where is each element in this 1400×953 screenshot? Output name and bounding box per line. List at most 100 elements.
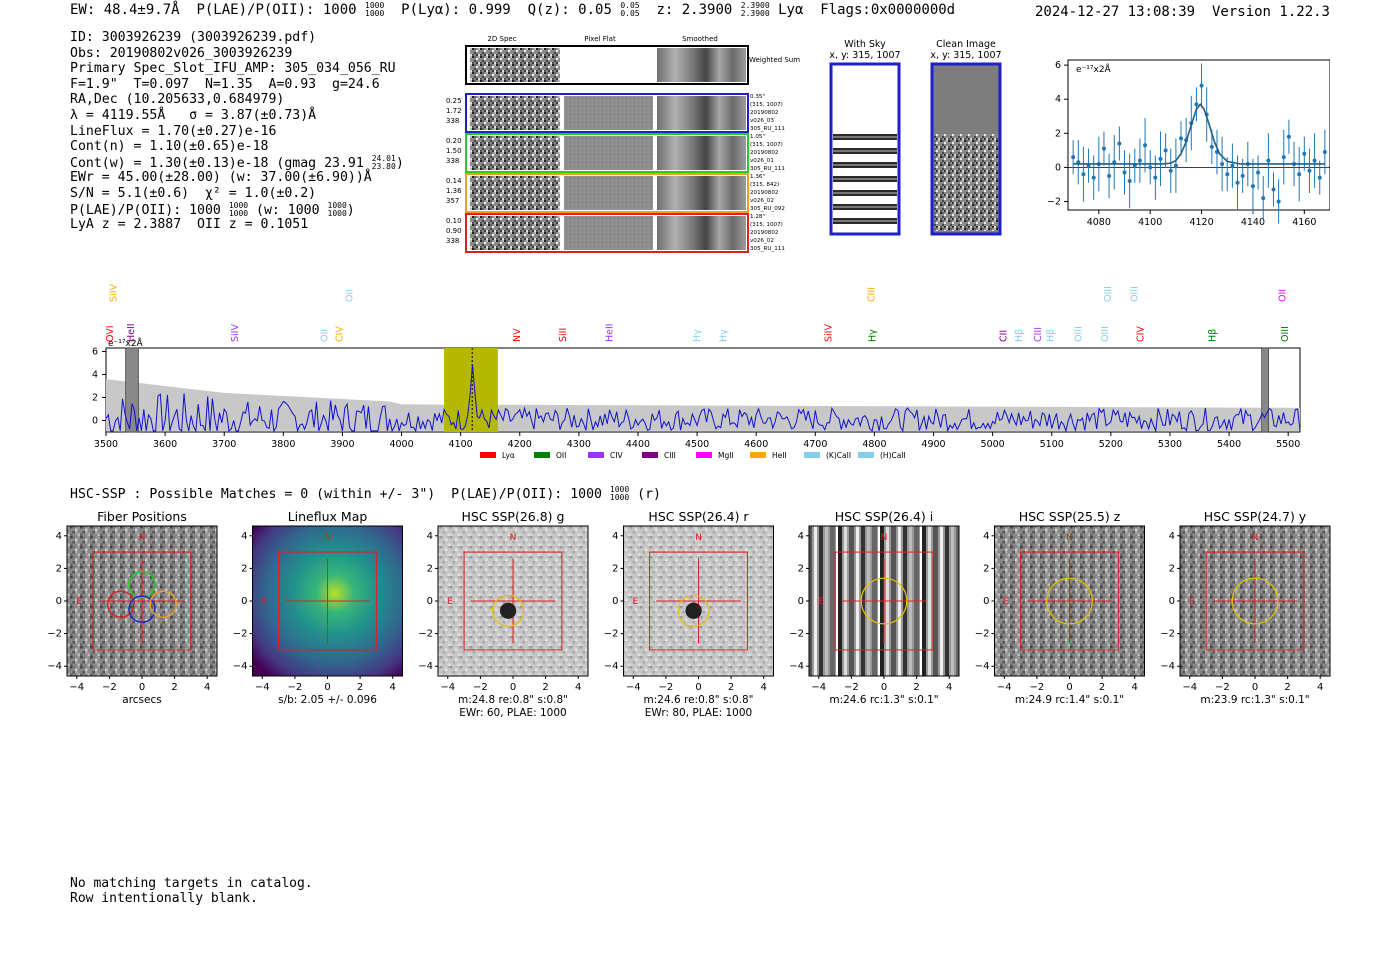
cutout-right-label: v026_03 <box>750 118 774 124</box>
zoom-spectrum-plot: e⁻¹⁷x2Å 4080 4100 4120 4140 4160 6 4 2 0 −2 <box>1047 59 1330 228</box>
cutout-right-label: (315, 1007) <box>750 102 783 108</box>
east-label: E <box>447 597 453 607</box>
emission-line-label: OIII <box>1073 326 1084 342</box>
full-xtick-label: 4200 <box>508 439 532 450</box>
zoom-xtick-label: 4140 <box>1241 217 1265 228</box>
zoom-data-point <box>1071 155 1076 160</box>
emission-line-label: OII <box>320 329 331 342</box>
cutout-left-label: 338 <box>446 117 459 125</box>
cutout-smoothed <box>657 136 746 170</box>
detection-info: ID: 3003926239 (3003926239.pdf) Obs: 201… <box>70 30 404 233</box>
zoom-data-point <box>1163 148 1168 153</box>
masked-region <box>125 347 139 433</box>
aperture-circle <box>1231 577 1279 625</box>
aperture-circle <box>677 594 710 627</box>
full-xtick-label: 4300 <box>567 439 591 450</box>
emission-line-label: CIV <box>1135 326 1146 342</box>
zoom-ytick-label: −2 <box>1047 196 1061 207</box>
thumb-ytick-label: −2 <box>1160 629 1175 640</box>
full-xtick-label: 5300 <box>1158 439 1182 450</box>
thumb-ytick-label: 4 <box>612 531 618 542</box>
full-ytick-label: 6 <box>92 346 98 357</box>
legend-swatch <box>858 452 874 458</box>
east-label: E <box>633 597 639 607</box>
emission-line-label: OII <box>1277 289 1288 302</box>
thumb-xtick-label: 4 <box>1317 682 1323 693</box>
full-xtick-label: 5400 <box>1217 439 1241 450</box>
zoom-data-point <box>1148 165 1153 170</box>
aperture-circle <box>492 594 525 627</box>
emission-line-label: OVI <box>105 325 116 342</box>
full-ytick-label: 2 <box>92 392 98 403</box>
zoom-data-point <box>1137 158 1142 163</box>
emission-line-label: SiIV <box>230 324 241 342</box>
cutout-right-label: 20190802 <box>750 230 778 236</box>
thumb-xtick-label: −4 <box>1182 682 1197 693</box>
east-label: E <box>818 597 824 607</box>
legend-swatch <box>534 452 550 458</box>
north-label: N <box>695 533 702 543</box>
emission-line-label: OIII <box>1280 326 1291 342</box>
north-label: N <box>1252 533 1259 543</box>
zoom-data-point <box>1199 83 1204 88</box>
thumb-ytick-label: −2 <box>418 629 433 640</box>
emission-line-label: CII <box>998 330 1009 342</box>
info-contw: Cont(w) = 1.30(±0.13)e-18 (gmag 23.91 24… <box>70 153 404 171</box>
legend-label: (H)CaII <box>880 451 906 460</box>
info-primary: Primary Spec_Slot_IFU_AMP: 305_034_056_R… <box>70 61 396 77</box>
zoom-xtick-label: 4120 <box>1189 217 1213 228</box>
cutout-right-label: 305_RU_111 <box>750 166 785 172</box>
zoom-data-point <box>1153 175 1158 180</box>
zoom-data-point <box>1240 173 1245 178</box>
zoom-data-point <box>1127 179 1132 184</box>
thumb-xtick-label: 0 <box>1252 682 1258 693</box>
search-box <box>834 551 934 651</box>
zoom-fit-line <box>1073 102 1325 165</box>
east-label: E <box>1189 597 1195 607</box>
legend-swatch <box>804 452 820 458</box>
thumb-ytick-label: −2 <box>604 629 619 640</box>
thumb-xtick-label: 2 <box>913 682 919 693</box>
thumb-xtick-label: 2 <box>542 682 548 693</box>
thumb-xtick-label: 2 <box>728 682 734 693</box>
aperture-circle <box>1046 577 1093 625</box>
cutout-smoothed <box>657 216 746 250</box>
thumb-title: HSC SSP(26.4) i <box>835 509 933 524</box>
thumb-ytick-label: 0 <box>798 596 804 607</box>
full-xtick-label: 4900 <box>921 439 945 450</box>
cutout-right-label: v026_01 <box>750 158 774 164</box>
zoom-ytick-label: 0 <box>1055 162 1061 173</box>
thumb-ytick-label: 0 <box>983 596 989 607</box>
thumb-xtick-label: −4 <box>997 682 1012 693</box>
thumb-caption: m:24.9 rc:1.4" s:0.1" <box>1015 694 1124 706</box>
emission-line-label: NV <box>512 328 523 342</box>
zoom-data-point <box>1194 102 1199 107</box>
emission-line-label: HeII <box>605 323 616 342</box>
thumb-xtick-label: −2 <box>659 682 674 693</box>
flags-value: Flags:0x0000000d <box>820 2 956 18</box>
search-box <box>92 551 192 651</box>
east-label: E <box>76 597 82 607</box>
cutout-pixelflat <box>564 96 653 130</box>
zoom-data-point <box>1209 144 1214 149</box>
cutout-2dspec <box>470 176 560 210</box>
spectrum-cutouts: 2D Spec Pixel Flat Smoothed Weighted Sum… <box>446 35 800 253</box>
full-spectrum-plot: 3500 3600 3700 3800 3900 4000 4100 4200 4300 4400… <box>92 284 1301 460</box>
version: Version 1.22.3 <box>1211 4 1330 20</box>
thumb-xtick-label: 2 <box>1099 682 1105 693</box>
zoom-data-point <box>1317 175 1322 180</box>
cutout-left-label: 1.36 <box>446 187 462 195</box>
legend-label: MgII <box>718 451 734 460</box>
legend-label: HeII <box>772 451 787 460</box>
legend-label: (K)CaII <box>826 451 851 460</box>
thumb-ytick-label: −2 <box>233 629 248 640</box>
thumb-ytick-label: 0 <box>612 596 618 607</box>
cutout-pixelflat <box>564 216 653 250</box>
emission-line-label: Hγ <box>868 329 879 342</box>
zoom-data-point <box>1107 173 1112 178</box>
zoom-data-point <box>1250 184 1255 189</box>
full-xtick-label: 4100 <box>449 439 473 450</box>
north-label: N <box>139 533 146 543</box>
cutout-right-label: v026_02 <box>750 198 774 204</box>
thumb-title: Fiber Positions <box>97 509 187 524</box>
